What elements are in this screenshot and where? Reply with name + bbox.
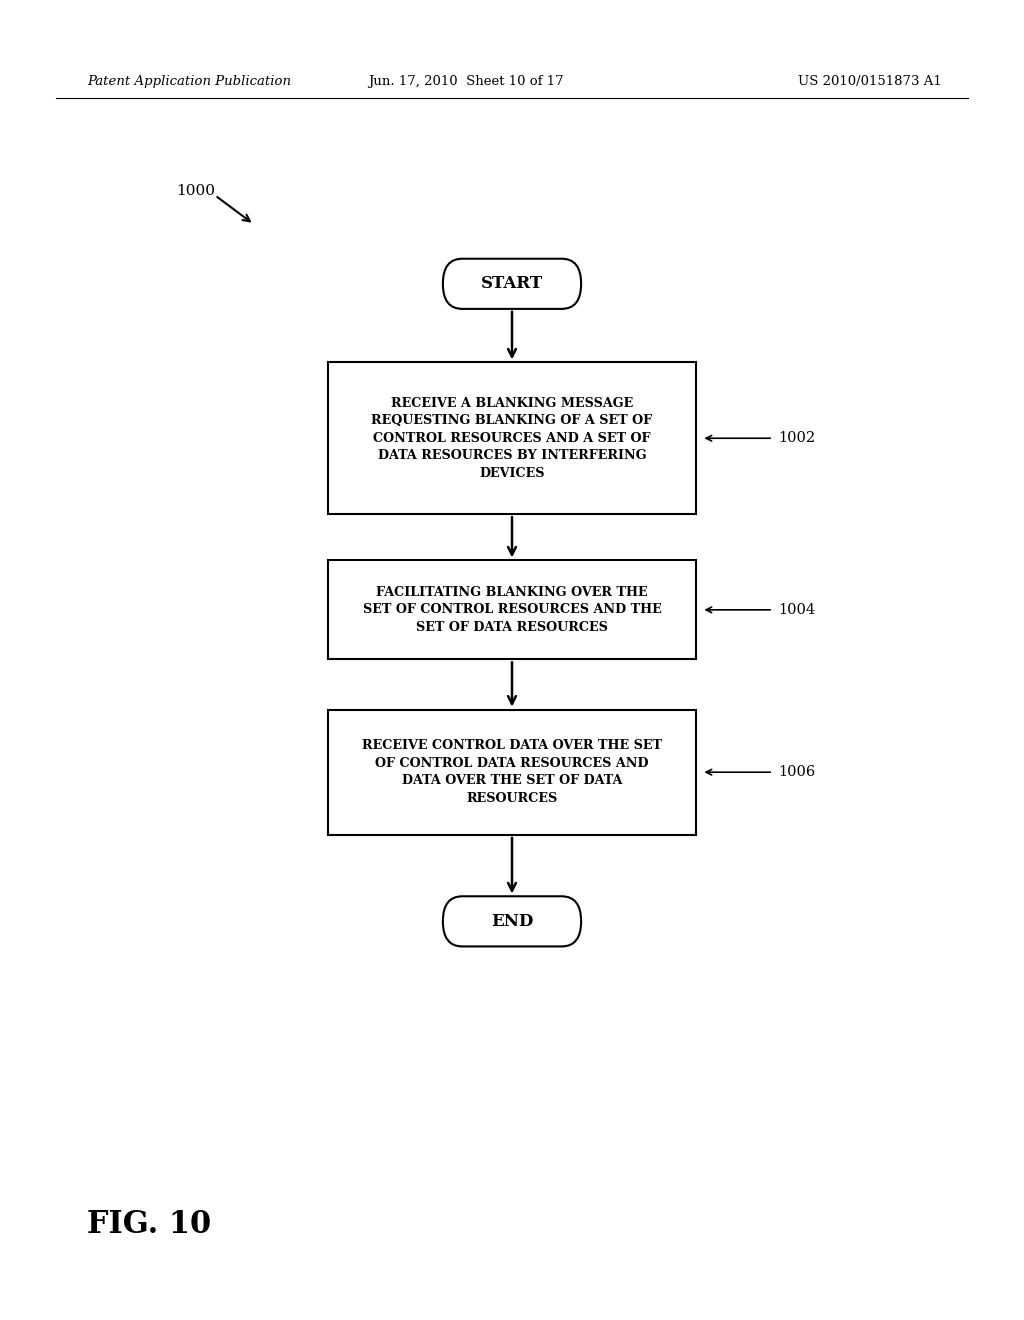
- FancyBboxPatch shape: [328, 362, 696, 513]
- Text: 1006: 1006: [778, 766, 815, 779]
- Text: FIG. 10: FIG. 10: [87, 1209, 211, 1241]
- Text: FACILITATING BLANKING OVER THE
SET OF CONTROL RESOURCES AND THE
SET OF DATA RESO: FACILITATING BLANKING OVER THE SET OF CO…: [362, 586, 662, 634]
- Text: START: START: [481, 276, 543, 292]
- Text: RECEIVE CONTROL DATA OVER THE SET
OF CONTROL DATA RESOURCES AND
DATA OVER THE SE: RECEIVE CONTROL DATA OVER THE SET OF CON…: [362, 739, 662, 805]
- Text: 1002: 1002: [778, 432, 815, 445]
- Text: 1004: 1004: [778, 603, 815, 616]
- Text: 1000: 1000: [176, 185, 215, 198]
- Text: Patent Application Publication: Patent Application Publication: [87, 75, 291, 88]
- Text: RECEIVE A BLANKING MESSAGE
REQUESTING BLANKING OF A SET OF
CONTROL RESOURCES AND: RECEIVE A BLANKING MESSAGE REQUESTING BL…: [372, 397, 652, 479]
- FancyBboxPatch shape: [328, 710, 696, 836]
- FancyBboxPatch shape: [328, 560, 696, 659]
- Text: Jun. 17, 2010  Sheet 10 of 17: Jun. 17, 2010 Sheet 10 of 17: [368, 75, 564, 88]
- Text: US 2010/0151873 A1: US 2010/0151873 A1: [799, 75, 942, 88]
- Text: END: END: [490, 913, 534, 929]
- FancyBboxPatch shape: [442, 259, 582, 309]
- FancyBboxPatch shape: [442, 896, 582, 946]
